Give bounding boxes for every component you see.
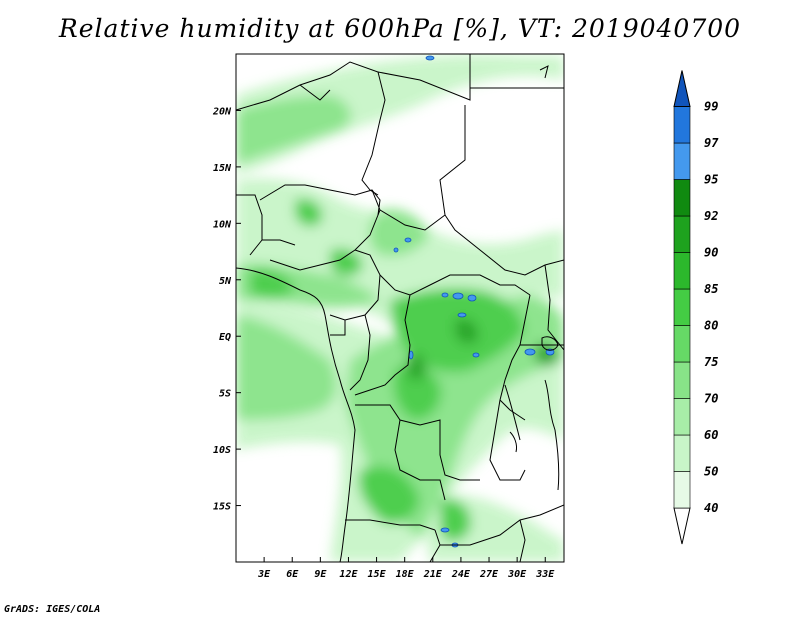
x-tick-label: 3E <box>257 569 271 580</box>
y-axis: 20N 15N 10N 5N EQ 5S 10S 15S <box>212 106 241 513</box>
y-tick-label: 10N <box>213 219 232 230</box>
map-frame <box>235 53 565 563</box>
x-tick-label: 18E <box>396 569 415 580</box>
colorbar-segment <box>673 434 691 472</box>
colorbar-label: 97 <box>704 136 719 150</box>
country-borders <box>236 54 564 562</box>
x-tick-label: 12E <box>339 569 358 580</box>
colorbar-label: 85 <box>704 282 718 296</box>
y-tick-label: 15N <box>213 163 232 174</box>
colorbar-segment <box>673 361 691 399</box>
y-tick-label: 15S <box>213 502 231 513</box>
x-tick-label: 24E <box>451 569 471 580</box>
colorbar-label: 75 <box>704 355 718 369</box>
colorbar-segment <box>673 398 691 436</box>
colorbar-label: 99 <box>704 100 718 114</box>
map-title: Relative humidity at 600hPa [%], VT: 201… <box>58 14 742 43</box>
colorbar-label: 92 <box>704 209 718 223</box>
colorbar-segment <box>673 215 691 253</box>
colorbar-segment <box>673 106 691 144</box>
colorbar-lower-extension <box>673 507 691 545</box>
y-tick-label: 10S <box>213 445 231 456</box>
colorbar-label: 80 <box>704 319 718 333</box>
colorbar-segment <box>673 179 691 217</box>
colorbar-label: 40 <box>704 501 718 515</box>
humidity-field <box>236 54 564 562</box>
x-tick-label: 30E <box>507 569 527 580</box>
colorbar-segment <box>673 142 691 180</box>
colorbar-segment <box>673 252 691 290</box>
x-tick-label: 15E <box>368 569 387 580</box>
colorbar-upper-extension <box>673 70 691 107</box>
colorbar: 40 50 60 70 75 80 85 90 92 95 97 99 <box>673 70 719 545</box>
colorbar-label: 95 <box>704 173 718 187</box>
y-tick-label: EQ <box>219 332 231 343</box>
colorbar-label: 90 <box>704 246 718 260</box>
x-axis: 3E 6E 9E 12E 15E 18E 21E 24E 27E 30E 33E <box>257 557 555 580</box>
colorbar-segment <box>673 325 691 363</box>
x-tick-label: 21E <box>423 569 443 580</box>
colorbar-label: 50 <box>704 465 718 479</box>
y-tick-label: 5N <box>219 276 232 287</box>
x-tick-label: 9E <box>314 569 327 580</box>
x-tick-label: 27E <box>479 569 499 580</box>
y-tick-label: 5S <box>219 389 231 400</box>
colorbar-segment <box>673 288 691 326</box>
credit-text: GrADS: IGES/COLA <box>4 604 101 615</box>
colorbar-label: 60 <box>704 428 718 442</box>
x-tick-label: 6E <box>286 569 299 580</box>
colorbar-segment <box>673 471 691 509</box>
x-tick-label: 33E <box>535 569 555 580</box>
colorbar-label: 70 <box>704 392 718 406</box>
y-tick-label: 20N <box>212 106 232 117</box>
